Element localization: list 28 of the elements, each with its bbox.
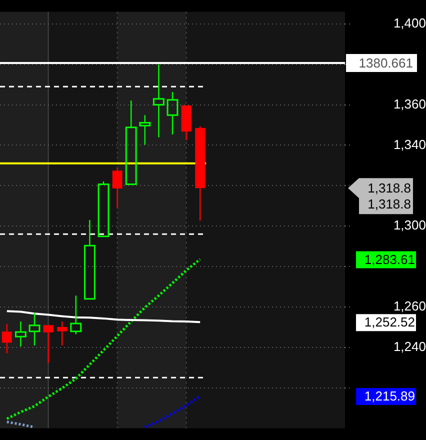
candlestick <box>152 64 164 138</box>
y-tick-label: 1,360 <box>393 96 426 112</box>
y-tick-label: 1,240 <box>393 338 426 354</box>
candlestick <box>181 105 192 141</box>
candlestick <box>125 100 137 185</box>
ref-line-label: 1380.661 <box>358 56 413 71</box>
text: 1,318.8 <box>368 180 411 196</box>
y-tick-label: 1,400 <box>393 16 426 31</box>
candlestick <box>57 320 68 346</box>
candlestick <box>14 320 26 348</box>
candlestick <box>43 325 54 364</box>
candlestick <box>139 114 151 146</box>
candlestick <box>70 295 82 335</box>
line-series <box>144 394 202 428</box>
line-series <box>6 258 202 420</box>
y-tick-label: 1,340 <box>393 136 426 152</box>
candlestick <box>195 126 206 222</box>
text: 1,252.52 <box>364 314 415 330</box>
candlestick <box>112 167 122 209</box>
y-tick-label: 1,260 <box>393 298 426 314</box>
text: 1,215.89 <box>364 388 415 404</box>
text: 1,318.8 <box>368 196 411 212</box>
y-tick-label: 1,300 <box>393 218 426 233</box>
text: 1,283.61 <box>364 252 415 267</box>
candlestick <box>84 219 96 300</box>
candlestick <box>2 324 12 354</box>
candlestick <box>166 91 178 136</box>
candlestick <box>28 312 40 346</box>
